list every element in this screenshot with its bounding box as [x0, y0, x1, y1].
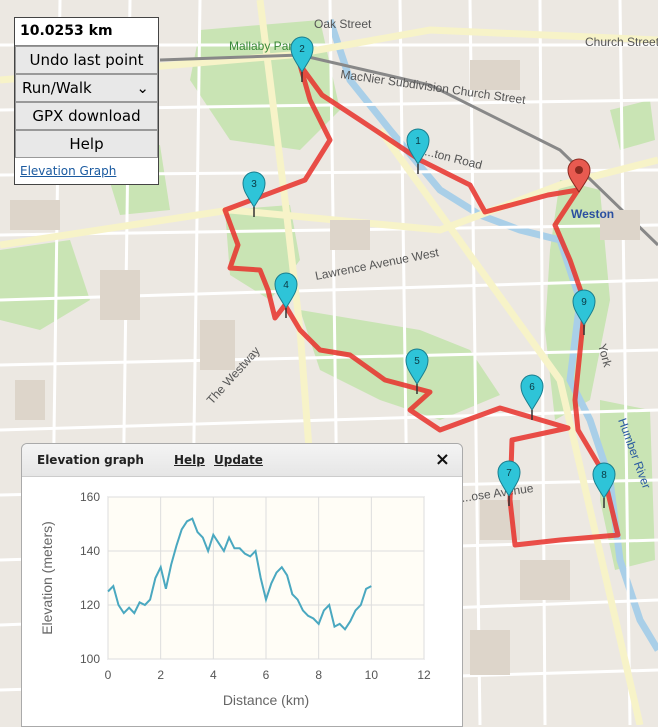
place-label-weston: Weston [571, 207, 614, 221]
street-label-oak: Oak Street [314, 17, 372, 31]
route-marker-5[interactable]: 5 [405, 348, 429, 394]
elevation-chart: 0 2 4 6 8 10 12 100 120 140 160 Distance (km) Elevat… [39, 490, 431, 708]
route-markers[interactable]: 1 2 3 4 5 6 7 8 9 [242, 36, 616, 508]
y-tick-label: 160 [80, 490, 100, 504]
route-marker-9[interactable]: 9 [572, 289, 596, 335]
chevron-down-icon: ⌄ [136, 79, 149, 97]
y-axis-label: Elevation (meters) [39, 521, 55, 635]
x-axis-label: Distance (km) [223, 692, 309, 708]
route-marker-label: 7 [506, 468, 512, 479]
y-tick-label: 120 [80, 598, 100, 612]
x-tick-label: 4 [210, 668, 217, 682]
route-marker-label: 1 [415, 136, 421, 147]
route-marker-label: 4 [283, 280, 289, 291]
help-button[interactable]: Help [15, 130, 158, 158]
y-tick-label: 100 [80, 652, 100, 666]
route-marker-6[interactable]: 6 [520, 374, 544, 420]
route-marker-4[interactable]: 4 [274, 272, 298, 318]
river [326, 18, 658, 652]
close-icon[interactable]: × [434, 449, 450, 470]
y-tick-label: 140 [80, 544, 100, 558]
elevation-panel-header: Elevation graph Help Update × [22, 444, 462, 477]
x-tick-label: 6 [263, 668, 270, 682]
undo-last-point-button[interactable]: Undo last point [15, 46, 158, 74]
buildings [10, 60, 640, 675]
route-marker-3[interactable]: 3 [242, 171, 266, 217]
elevation-panel: Elevation graph Help Update × 0 2 4 6 8 10 12 1… [21, 443, 463, 727]
x-tick-label: 2 [157, 668, 164, 682]
route-path [222, 62, 621, 548]
elevation-graph-link[interactable]: Elevation Graph [20, 164, 117, 178]
mode-select-value: Run/Walk [22, 79, 92, 97]
end-marker-icon[interactable] [567, 158, 591, 193]
route-marker-label: 5 [414, 356, 420, 367]
street-label-york: York [595, 342, 615, 369]
route-marker-label: 2 [299, 44, 305, 55]
elevation-panel-title: Elevation graph [37, 453, 144, 467]
route-marker-1[interactable]: 1 [406, 128, 430, 174]
route-marker-2[interactable]: 2 [290, 36, 314, 82]
route-marker-7[interactable]: 7 [497, 460, 521, 506]
elevation-update-link[interactable]: Update [214, 453, 263, 467]
x-tick-label: 8 [315, 668, 322, 682]
route-marker-label: 6 [529, 382, 535, 393]
x-tick-label: 12 [417, 668, 431, 682]
route-marker-label: 8 [601, 470, 607, 481]
x-tick-label: 10 [365, 668, 379, 682]
street-label-church: Church Street [585, 35, 658, 49]
mode-select[interactable]: Run/Walk ⌄ [15, 74, 158, 102]
elevation-help-link[interactable]: Help [174, 453, 205, 467]
place-label-mallaby: Mallaby Park [229, 39, 299, 53]
route-marker-label: 9 [581, 297, 587, 308]
route-marker-label: 3 [251, 179, 257, 190]
x-tick-label: 0 [105, 668, 112, 682]
gpx-download-button[interactable]: GPX download [15, 102, 158, 130]
elevation-line [107, 517, 372, 631]
route-marker-8[interactable]: 8 [592, 462, 616, 508]
route-controls: 10.0253 km Undo last point Run/Walk ⌄ GP… [14, 17, 159, 185]
distance-readout: 10.0253 km [15, 18, 158, 46]
railway [159, 53, 658, 247]
